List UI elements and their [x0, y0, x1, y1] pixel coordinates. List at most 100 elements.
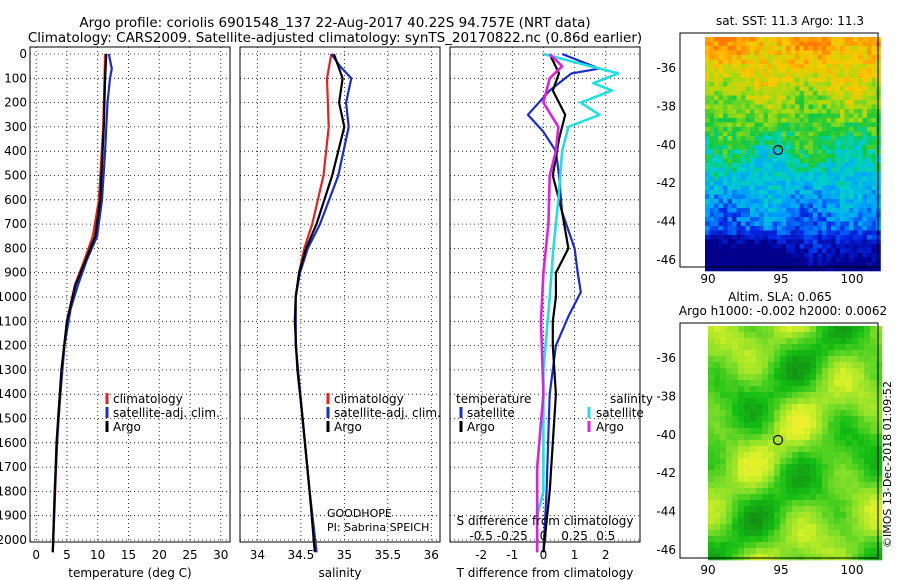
sst-cell [853, 37, 859, 42]
sst-cell [759, 46, 764, 51]
sst-cell [759, 266, 764, 272]
sst-cell [723, 73, 728, 78]
sst-cell [871, 244, 877, 249]
sst-cell [813, 100, 818, 105]
sst-cell [709, 199, 715, 204]
sla-cell [846, 470, 853, 477]
sst-cell [768, 46, 773, 51]
sla-cell [708, 422, 715, 429]
sst-cell [813, 226, 818, 231]
sst-cell [804, 181, 809, 186]
sst-cell [745, 68, 751, 74]
sst-cell [835, 59, 841, 65]
sst-cell [867, 181, 872, 186]
sla-cell [738, 524, 745, 531]
sla-cell [726, 362, 733, 369]
sla-cell [852, 440, 859, 447]
sst-cell [862, 217, 868, 222]
sst-cell [754, 208, 760, 213]
sst-cell [745, 190, 751, 195]
sla-cell [726, 392, 733, 399]
sla-cell [834, 512, 841, 519]
sla-cell [852, 368, 859, 375]
sla-cell [870, 440, 877, 447]
sla-cell [798, 488, 805, 495]
sst-cell [723, 86, 728, 92]
sst-cell [862, 86, 868, 92]
sst-cell [709, 226, 715, 231]
sla-cell [834, 368, 841, 375]
sla-cell [828, 446, 835, 453]
sst-cell [786, 230, 791, 236]
sst-cell [813, 122, 818, 128]
sla-cell [852, 464, 859, 471]
sla-cell [738, 398, 745, 405]
sst-cell [781, 244, 787, 249]
sst-cell [849, 77, 854, 83]
sst-cell [777, 127, 782, 132]
sst-cell [871, 203, 877, 209]
sla-cell [738, 434, 745, 441]
sst-cell [777, 59, 782, 65]
sst-cell [727, 149, 733, 155]
sst-cell [714, 41, 719, 47]
sst-cell [736, 46, 742, 51]
sst-cell [727, 73, 733, 78]
sst-cell [817, 226, 823, 231]
sla-cell [810, 338, 817, 345]
sst-cell [736, 212, 742, 218]
sla-cell [864, 464, 871, 471]
sst-cell [781, 149, 787, 155]
sst-cell [750, 199, 755, 204]
sst-cell [786, 190, 791, 195]
sla-cell [744, 356, 751, 363]
sst-cell [736, 158, 742, 164]
sla-cell [846, 440, 853, 447]
sst-cell [714, 244, 719, 249]
sst-cell [714, 100, 719, 105]
sst-cell [714, 194, 719, 200]
sst-cell [777, 199, 782, 204]
sst-cell [750, 212, 755, 218]
sla-cell [714, 350, 721, 357]
sla-cell [708, 476, 715, 483]
sla-cell [840, 482, 847, 489]
sst-cell [844, 163, 850, 168]
sst-cell [844, 127, 850, 132]
sst-cell [790, 208, 796, 213]
sst-cell [804, 226, 809, 231]
sst-cell [844, 230, 850, 236]
sst-cell [799, 50, 805, 56]
sst-cell [799, 266, 805, 272]
sla-cell [876, 368, 883, 375]
sla-cell [768, 518, 775, 525]
sst-cell [781, 127, 787, 132]
sst-cell [831, 199, 836, 204]
sst-cell [763, 172, 769, 177]
sst-cell [759, 145, 764, 150]
sst-cell [759, 140, 764, 146]
sst-cell [867, 37, 872, 42]
sla-cell [750, 512, 757, 519]
sst-cell [736, 50, 742, 56]
sst-cell [871, 262, 877, 267]
sst-cell [822, 208, 827, 213]
sst-cell [826, 266, 832, 272]
sla-cell [864, 500, 871, 507]
sst-cell [790, 113, 796, 119]
sla-cell [798, 404, 805, 411]
sst-cell [804, 163, 809, 168]
sst-cell [844, 55, 850, 60]
sst-cell [732, 235, 737, 240]
sla-cell [738, 446, 745, 453]
legend-label: Argo [334, 420, 362, 434]
sla-cell [762, 350, 769, 357]
sst-cell [745, 145, 751, 150]
sst-cell [790, 55, 796, 60]
sst-cell [750, 167, 755, 173]
sst-cell [799, 257, 805, 263]
sst-cell [813, 154, 818, 159]
sla-cell [816, 392, 823, 399]
sst-cell [732, 149, 737, 155]
sst-cell [727, 244, 733, 249]
